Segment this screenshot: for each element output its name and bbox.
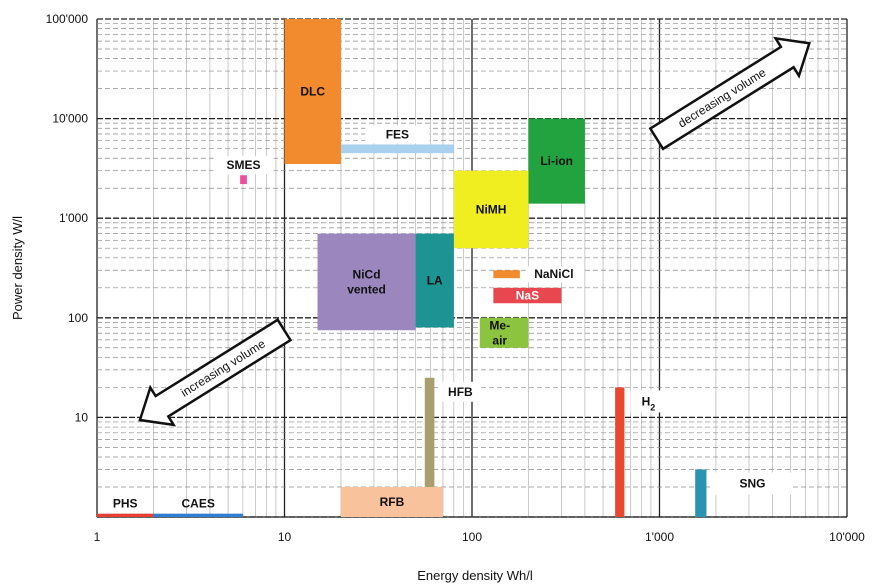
x-tick-label: 1'000: [645, 530, 674, 544]
label-nanicl: NaNiCl: [534, 267, 573, 281]
region-h2: [615, 387, 625, 517]
label-nicd-vented: NiCd: [353, 267, 381, 281]
label-background-hfb: [440, 381, 481, 402]
x-axis-title: Energy density Wh/l: [417, 568, 533, 583]
label-hfb: HFB: [448, 385, 473, 399]
y-tick-label: 100'000: [46, 12, 89, 26]
region-phs: [97, 513, 154, 517]
label-background-fes: [365, 125, 430, 144]
label-background-sng: [712, 472, 793, 495]
region-nimh: [453, 170, 529, 249]
decreasing-volume-arrow: decreasing volume: [648, 36, 811, 151]
region-smes: [240, 175, 247, 185]
label-caes: CAES: [182, 497, 215, 511]
increasing-volume-arrow-shape: [138, 318, 293, 427]
label-nimh: NiMH: [476, 202, 507, 216]
region-caes: [153, 513, 243, 517]
y-tick-label: 100: [68, 311, 88, 325]
label-me-air: Me-: [489, 318, 510, 332]
label-smes: SMES: [227, 158, 261, 172]
label-phs: PHS: [113, 497, 138, 511]
technology-regions: [97, 19, 707, 517]
y-tick-label: 10: [75, 410, 89, 424]
label-me-air: air: [492, 333, 507, 347]
label-background-h2: [630, 390, 667, 413]
label-la: LA: [427, 274, 443, 288]
y-axis-title: Power density W/l: [10, 216, 25, 320]
label-background-nanicl: [525, 266, 582, 283]
label-background-smes: [213, 156, 274, 175]
y-tick-label: 1'000: [59, 211, 88, 225]
region-rfb: [340, 487, 443, 517]
x-tick-label: 10'000: [829, 530, 865, 544]
label-nas: NaS: [516, 289, 539, 303]
x-tick-label: 1: [94, 530, 101, 544]
region-fes: [340, 144, 454, 154]
region-nas: [493, 287, 562, 304]
label-fes: FES: [386, 127, 409, 141]
label-nicd-vented: vented: [347, 282, 386, 296]
decreasing-volume-arrow-text: decreasing volume: [676, 65, 769, 130]
label-subscript: 2: [650, 402, 655, 412]
x-tick-label: 100: [462, 530, 482, 544]
region-nanicl: [493, 270, 520, 279]
label-sng: SNG: [739, 476, 765, 490]
region-dlc: [284, 19, 341, 165]
decreasing-volume-arrow-shape: [648, 36, 811, 151]
label-rfb: RFB: [380, 495, 405, 509]
region-sng: [695, 469, 707, 517]
y-tick-label: 10'000: [52, 112, 88, 126]
label-dlc: DLC: [300, 85, 325, 99]
region-la: [415, 233, 454, 328]
label-li-ion: Li-ion: [540, 154, 573, 168]
region-hfb: [424, 377, 435, 517]
axis-ticks: 1 10 100 1'000 10'000 10 100 1'000 10'000 100'000: [46, 12, 865, 544]
region-me-air: [479, 317, 529, 348]
x-tick-label: 10: [278, 530, 292, 544]
increasing-volume-arrow-text: increasing volume: [178, 336, 268, 399]
region-nicd-vented: [317, 233, 416, 331]
region-li-ion: [528, 118, 585, 204]
